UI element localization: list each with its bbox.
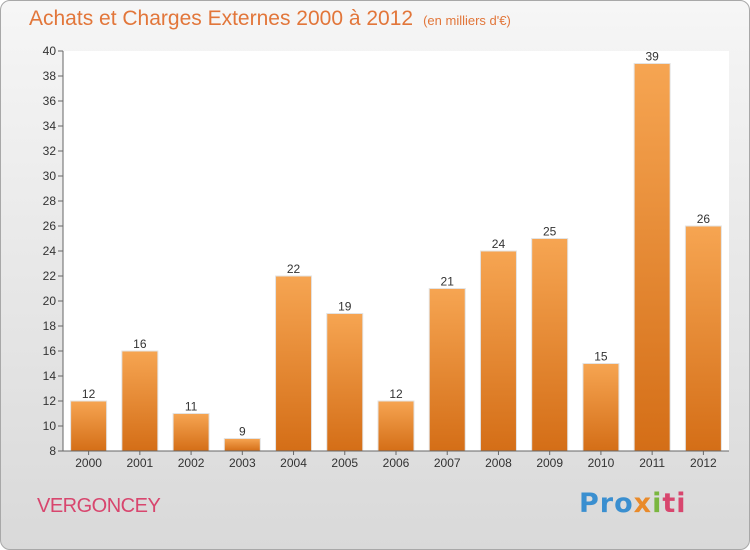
- bar-value-label: 12: [82, 387, 96, 401]
- bars: 12 16 11 9 22 19 12 21 24 25 15 39 26: [70, 50, 722, 452]
- bar: [326, 313, 364, 452]
- x-tick-label: 2000: [75, 456, 102, 470]
- y-tick-label: 36: [43, 94, 57, 108]
- bar: [531, 238, 569, 452]
- y-axis: 8 10 12 14 16 18 20 22 24 26 28 30 32 34 36 38 40: [43, 44, 64, 458]
- bar: [377, 400, 415, 452]
- x-tick-label: 2002: [178, 456, 205, 470]
- logo-part-4: ti: [662, 488, 687, 519]
- bar-value-label: 11: [185, 400, 198, 414]
- bar: [223, 438, 261, 452]
- bar-value-label: 12: [389, 387, 403, 401]
- bar-value-label: 25: [543, 225, 557, 239]
- y-tick-label: 14: [43, 369, 57, 383]
- x-tick-label: 2007: [434, 456, 461, 470]
- bar: [275, 275, 313, 452]
- bar-value-label: 24: [492, 237, 506, 251]
- x-tick-label: 2009: [536, 456, 563, 470]
- x-tick-label: 2005: [331, 456, 358, 470]
- chart-unit: (en milliers d'€): [423, 13, 511, 28]
- bar: [428, 288, 466, 452]
- y-tick-label: 20: [43, 294, 57, 308]
- y-tick-label: 12: [43, 394, 57, 408]
- bar-value-label: 39: [645, 50, 659, 64]
- y-tick-label: 16: [43, 344, 57, 358]
- x-tick-label: 2012: [690, 456, 717, 470]
- bar: [70, 400, 108, 452]
- x-axis: 2000 2001 2002 2003 2004 2005 2006 2007 2008 2009…: [63, 450, 729, 470]
- bar: [479, 250, 517, 452]
- x-tick-label: 2010: [588, 456, 615, 470]
- logo-part-1: Pro: [579, 488, 634, 519]
- y-tick-label: 40: [43, 44, 57, 58]
- place-name: VERGONCEY: [37, 495, 161, 517]
- y-tick-label: 34: [43, 119, 57, 133]
- y-tick-label: 38: [43, 69, 57, 83]
- bar-value-label: 9: [239, 425, 246, 439]
- y-tick-label: 28: [43, 194, 57, 208]
- x-tick-label: 2006: [383, 456, 410, 470]
- proxiti-logo: Proxiti: [579, 488, 687, 519]
- x-tick-label: 2004: [280, 456, 307, 470]
- bar-value-label: 16: [133, 337, 147, 351]
- x-tick-label: 2011: [639, 456, 665, 470]
- logo-part-2: x: [633, 488, 653, 519]
- y-tick-label: 10: [43, 419, 57, 433]
- y-tick-label: 32: [43, 144, 57, 158]
- bar-value-label: 15: [594, 350, 608, 364]
- chart-title-text: Achats et Charges Externes 2000 à 2012: [29, 7, 414, 30]
- bar: [172, 413, 210, 452]
- y-tick-label: 22: [43, 269, 57, 283]
- bar: [633, 63, 671, 452]
- x-tick-label: 2003: [229, 456, 256, 470]
- y-tick-label: 26: [43, 219, 57, 233]
- y-tick-label: 30: [43, 169, 57, 183]
- bar-value-label: 19: [338, 300, 352, 314]
- bar-value-label: 26: [697, 212, 711, 226]
- x-tick-label: 2008: [485, 456, 512, 470]
- x-tick-label: 2001: [126, 456, 153, 470]
- bar-value-label: 22: [287, 262, 301, 276]
- chart-title: Achats et Charges Externes 2000 à 2012 (e…: [29, 7, 511, 31]
- bar: [684, 225, 722, 452]
- bar-value-label: 21: [441, 275, 455, 289]
- y-tick-label: 8: [49, 444, 56, 458]
- bar: [121, 350, 159, 452]
- bar: [582, 363, 620, 452]
- y-tick-label: 18: [43, 319, 57, 333]
- y-tick-label: 24: [43, 244, 57, 258]
- logo-part-3: i: [652, 488, 663, 519]
